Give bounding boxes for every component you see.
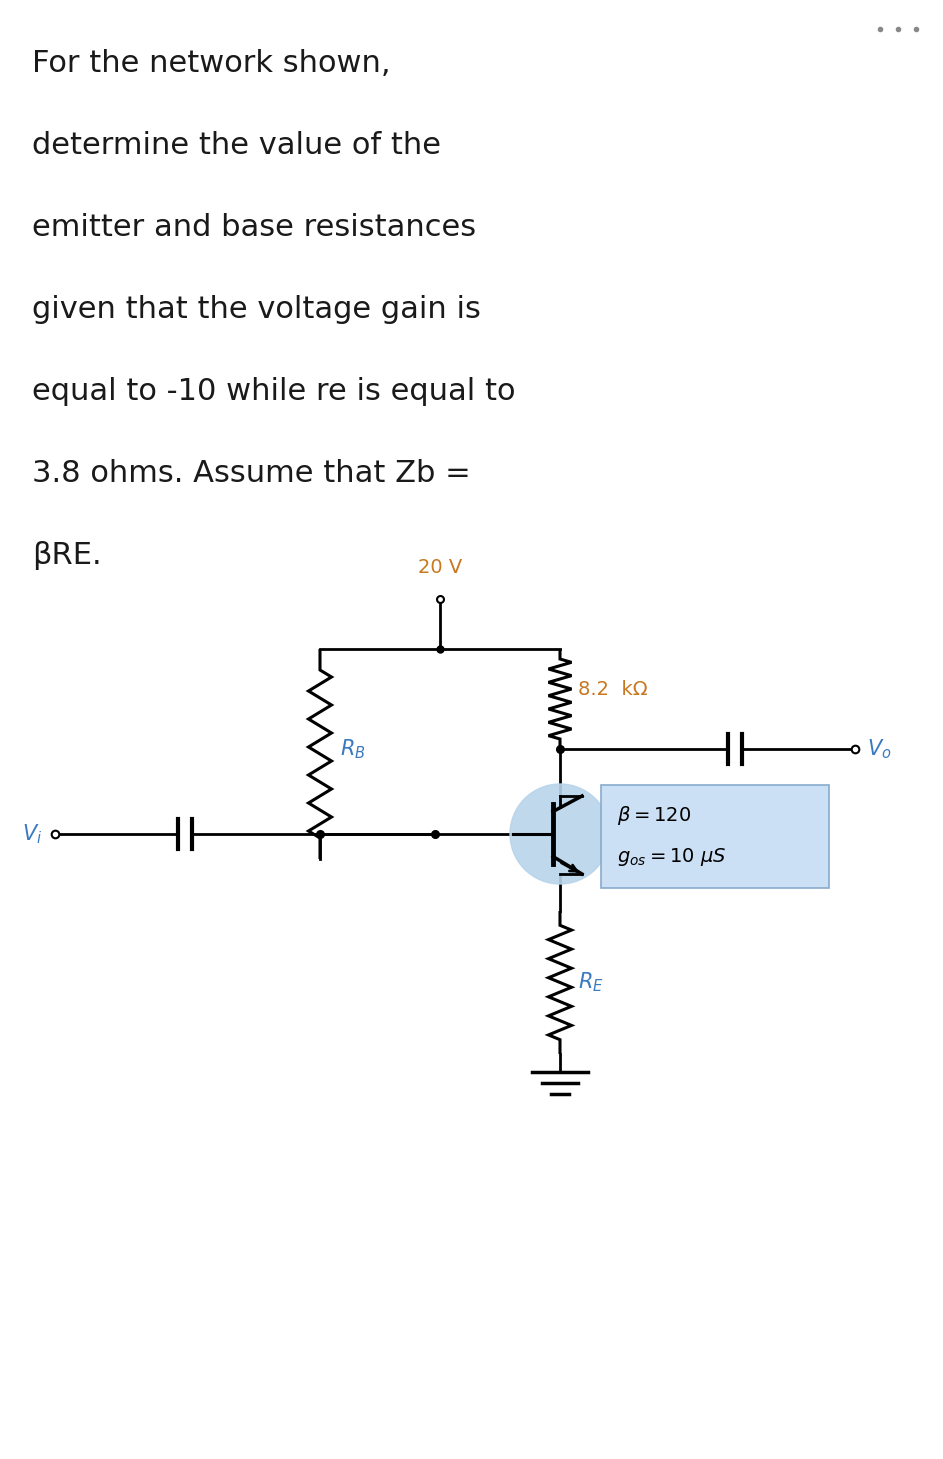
Text: determine the value of the: determine the value of the: [32, 131, 441, 160]
Text: $R_B$: $R_B$: [340, 737, 366, 760]
Text: 20 V: 20 V: [418, 557, 462, 576]
Text: $V_i$: $V_i$: [22, 823, 42, 846]
Text: 3.8 ohms. Assume that Zb =: 3.8 ohms. Assume that Zb =: [32, 460, 471, 487]
Text: $V_o$: $V_o$: [867, 737, 891, 760]
Text: βRE.: βRE.: [32, 541, 102, 570]
Text: $g_{os} = 10\ \mu S$: $g_{os} = 10\ \mu S$: [617, 846, 727, 868]
Text: emitter and base resistances: emitter and base resistances: [32, 213, 476, 242]
Text: 8.2  kΩ: 8.2 kΩ: [578, 680, 648, 699]
Text: $R_E$: $R_E$: [578, 970, 604, 994]
Circle shape: [510, 783, 610, 884]
Text: $\beta = 120$: $\beta = 120$: [617, 804, 691, 827]
Text: equal to -10 while re is equal to: equal to -10 while re is equal to: [32, 376, 516, 406]
Text: given that the voltage gain is: given that the voltage gain is: [32, 295, 481, 324]
FancyBboxPatch shape: [601, 785, 829, 889]
Text: For the network shown,: For the network shown,: [32, 50, 390, 77]
